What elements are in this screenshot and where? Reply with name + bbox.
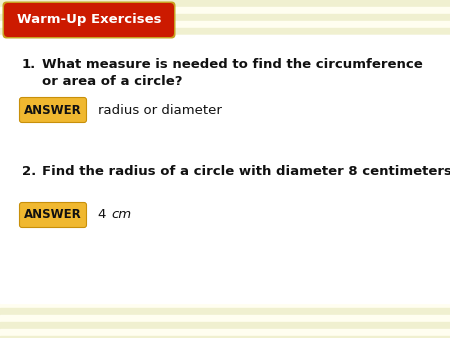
Text: 2.: 2.: [22, 165, 36, 178]
Bar: [0, 70, 450, 77]
Bar: [0, 231, 450, 238]
Bar: [0, 105, 450, 112]
Bar: [0, 336, 450, 338]
Bar: [0, 140, 450, 147]
Bar: [0, 35, 450, 303]
Bar: [0, 259, 450, 266]
Bar: [0, 245, 450, 252]
Text: radius or diameter: radius or diameter: [98, 103, 222, 117]
Bar: [0, 280, 450, 287]
Bar: [0, 14, 450, 21]
Bar: [0, 315, 450, 322]
Bar: [0, 49, 450, 56]
Text: ANSWER: ANSWER: [24, 103, 82, 117]
Bar: [0, 182, 450, 189]
Bar: [0, 126, 450, 133]
Bar: [0, 168, 450, 175]
Bar: [0, 161, 450, 168]
Bar: [0, 112, 450, 119]
Bar: [0, 175, 450, 182]
Bar: [0, 287, 450, 294]
Bar: [0, 238, 450, 245]
Bar: [0, 63, 450, 70]
Bar: [0, 154, 450, 161]
Bar: [0, 203, 450, 210]
Text: Find the radius of a circle with diameter 8 centimeters.: Find the radius of a circle with diamete…: [42, 165, 450, 178]
Bar: [0, 224, 450, 231]
Bar: [0, 308, 450, 315]
FancyBboxPatch shape: [3, 1, 176, 39]
Bar: [0, 7, 450, 14]
Bar: [0, 77, 450, 84]
Bar: [0, 252, 450, 259]
Bar: [0, 147, 450, 154]
Bar: [0, 301, 450, 308]
FancyBboxPatch shape: [19, 97, 86, 122]
Text: cm: cm: [111, 209, 131, 221]
Bar: [0, 329, 450, 336]
FancyBboxPatch shape: [4, 3, 174, 37]
Bar: [0, 210, 450, 217]
Bar: [0, 98, 450, 105]
Bar: [0, 266, 450, 273]
Bar: [0, 28, 450, 35]
Bar: [0, 84, 450, 91]
Text: Warm-Up Exercises: Warm-Up Exercises: [17, 14, 161, 26]
Text: What measure is needed to find the circumference: What measure is needed to find the circu…: [42, 58, 423, 71]
Text: or area of a circle?: or area of a circle?: [42, 75, 183, 88]
Bar: [0, 294, 450, 301]
Bar: [0, 35, 450, 42]
Bar: [0, 189, 450, 196]
Bar: [0, 42, 450, 49]
Bar: [0, 21, 450, 28]
Bar: [0, 196, 450, 203]
Bar: [0, 91, 450, 98]
Bar: [0, 56, 450, 63]
Bar: [0, 0, 450, 7]
Bar: [0, 217, 450, 224]
FancyBboxPatch shape: [19, 202, 86, 227]
Bar: [0, 322, 450, 329]
Bar: [0, 133, 450, 140]
Text: ANSWER: ANSWER: [24, 209, 82, 221]
Bar: [0, 119, 450, 126]
Text: 1.: 1.: [22, 58, 36, 71]
Bar: [0, 273, 450, 280]
Text: 4: 4: [98, 209, 111, 221]
